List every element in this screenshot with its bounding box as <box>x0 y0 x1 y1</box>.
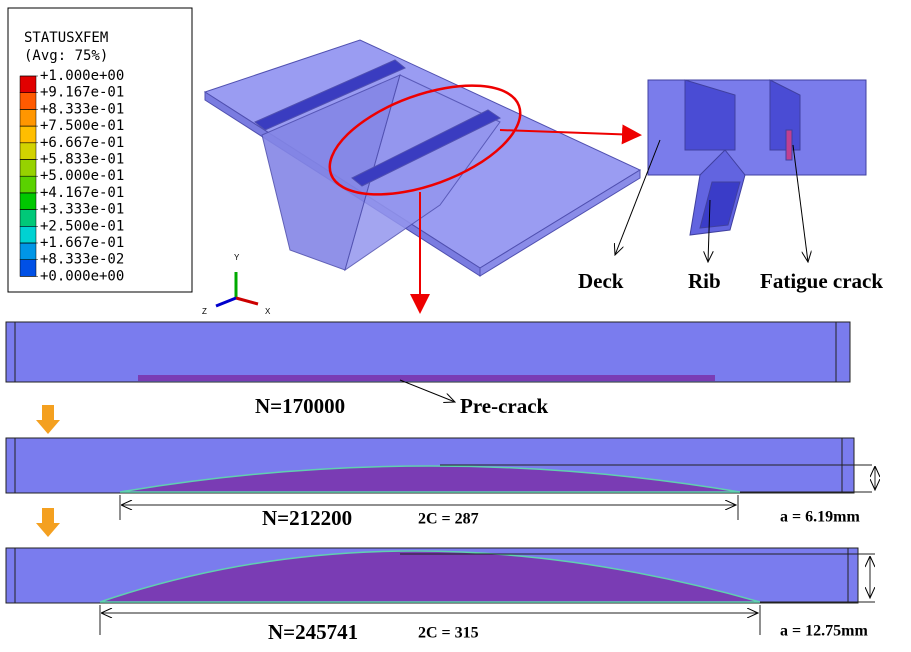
legend-label: +0.000e+00 <box>40 268 124 284</box>
stage-length: 2C = 287 <box>418 511 479 528</box>
legend-swatch <box>20 160 36 177</box>
legend-swatch <box>20 260 36 277</box>
strip-3 <box>6 548 875 635</box>
shape <box>786 130 792 160</box>
stage-depth: a = 6.19mm <box>780 509 860 526</box>
pointer <box>615 140 660 255</box>
legend-label: +1.667e-01 <box>40 235 124 251</box>
legend: +1.000e+00+9.167e-01+8.333e-01+7.500e-01… <box>20 68 124 284</box>
legend-label: +5.000e-01 <box>40 168 124 184</box>
strip-2 <box>6 438 875 520</box>
axis-y: Y <box>234 253 240 262</box>
legend-label: +2.500e-01 <box>40 218 124 234</box>
stage-length: 2C = 315 <box>418 625 479 642</box>
inset <box>648 80 866 235</box>
stage-cycles: N=245741 <box>268 620 358 644</box>
stage-depth: a = 12.75mm <box>780 623 868 640</box>
axis-x: X <box>265 307 271 316</box>
legend-swatch <box>20 76 36 93</box>
legend-swatch <box>20 226 36 243</box>
shape <box>236 298 258 304</box>
label-crack: Fatigue crack <box>760 269 883 293</box>
step-arrow <box>36 508 60 537</box>
label-rib: Rib <box>688 269 721 293</box>
stage-cycles: N=212200 <box>262 506 352 530</box>
legend-label: +6.667e-01 <box>40 135 124 151</box>
legend-swatch <box>20 126 36 143</box>
legend-label: +3.333e-01 <box>40 202 124 218</box>
strip-1 <box>6 322 850 382</box>
shape <box>6 322 850 382</box>
legend-swatch <box>20 193 36 210</box>
legend-title: STATUSXFEM <box>24 30 108 46</box>
legend-label: +8.333e-01 <box>40 101 124 117</box>
axis-triad <box>216 272 258 306</box>
shape <box>216 298 236 306</box>
legend-label: +4.167e-01 <box>40 185 124 201</box>
legend-swatch <box>20 176 36 193</box>
legend-label: +9.167e-01 <box>40 85 124 101</box>
label-deck: Deck <box>578 269 624 293</box>
legend-label: +8.333e-02 <box>40 252 124 268</box>
stage-cycles: N=170000 <box>255 394 345 418</box>
legend-swatch <box>20 93 36 110</box>
legend-swatch <box>20 143 36 160</box>
figure: STATUSXFEM (Avg: 75%) +1.000e+00+9.167e-… <box>0 0 911 652</box>
shape <box>138 375 715 381</box>
legend-subtitle: (Avg: 75%) <box>24 48 108 64</box>
legend-label: +1.000e+00 <box>40 68 124 84</box>
legend-label: +5.833e-01 <box>40 152 124 168</box>
model-3d <box>205 40 640 276</box>
legend-swatch <box>20 109 36 126</box>
stage-note: Pre-crack <box>460 394 549 418</box>
step-arrow <box>36 405 60 434</box>
pointer <box>400 380 455 402</box>
legend-label: +7.500e-01 <box>40 118 124 134</box>
shape <box>648 80 866 175</box>
axis-z: Z <box>202 307 207 316</box>
legend-swatch <box>20 243 36 260</box>
legend-swatch <box>20 210 36 227</box>
